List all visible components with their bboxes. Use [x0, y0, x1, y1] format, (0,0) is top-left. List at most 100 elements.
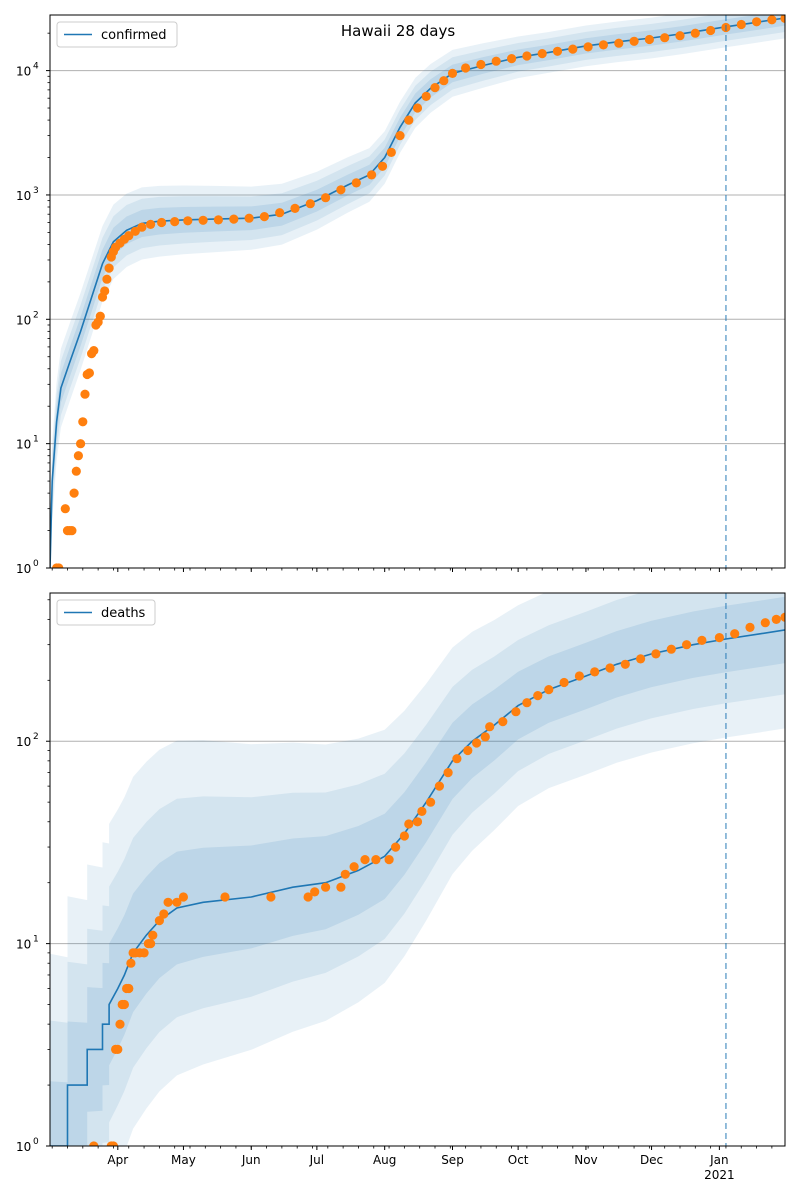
x-tick-label: May [171, 1153, 196, 1167]
observed-point [412, 817, 423, 827]
observed-point [336, 185, 346, 195]
observed-point [159, 909, 169, 919]
figure-title: Hawaii 28 days [341, 22, 455, 40]
plot-area [50, 15, 785, 568]
observed-point [480, 732, 490, 742]
x-tick-label: Oct [508, 1153, 529, 1167]
observed-point [78, 417, 88, 427]
y-tick-label-exp: 0 [33, 1137, 39, 1147]
observed-point [157, 217, 167, 228]
observed-point [340, 869, 350, 879]
observed-point [666, 644, 676, 654]
y-tick-label-exp: 0 [33, 559, 39, 569]
legend: confirmed [56, 21, 178, 48]
y-tick-label-exp: 1 [33, 435, 39, 445]
observed-point [491, 56, 501, 66]
observed-point [399, 831, 409, 841]
observed-point [146, 219, 156, 229]
observed-point [386, 147, 396, 157]
observed-point [220, 892, 230, 902]
observed-point [771, 614, 781, 625]
plot-area [50, 593, 785, 1146]
observed-point [76, 439, 86, 449]
observed-point [73, 451, 83, 461]
legend-box [56, 599, 156, 626]
legend-label: confirmed [101, 28, 167, 43]
observed-point [644, 34, 655, 45]
observed-point [461, 63, 471, 73]
y-tick-label-base: 10 [16, 65, 31, 79]
observed-point [752, 17, 762, 27]
observed-point [404, 819, 414, 829]
observed-point [690, 28, 700, 38]
observed-point [146, 939, 156, 949]
observed-point [629, 36, 639, 46]
observed-point [154, 916, 164, 926]
x-tick-label: Jul [309, 1153, 324, 1167]
observed-point [745, 622, 755, 633]
y-tick-label-base: 10 [16, 562, 31, 576]
observed-point [377, 161, 388, 171]
y-tick-label-exp: 2 [33, 732, 39, 742]
observed-point [412, 103, 423, 113]
observed-point [395, 131, 405, 141]
observed-point [244, 213, 254, 223]
observed-point [780, 15, 785, 23]
uncertainty-band [50, 593, 785, 1146]
observed-point [697, 635, 707, 646]
observed-point [447, 68, 458, 78]
x-tick-label: Dec [640, 1153, 663, 1167]
observed-point [170, 217, 180, 227]
observed-point [559, 677, 569, 688]
axes-frame [49, 14, 786, 569]
uncertainty-band [50, 596, 785, 1146]
observed-point [305, 199, 315, 209]
observed-point [675, 31, 685, 41]
observed-point [349, 862, 359, 872]
y-tick-label-exp: 4 [33, 62, 39, 72]
observed-point [590, 667, 600, 677]
observed-point [598, 40, 609, 50]
observed-point [417, 806, 427, 817]
observed-point [89, 1141, 99, 1146]
legend: deaths [56, 599, 156, 626]
observed-point [760, 618, 770, 628]
observed-point [371, 855, 381, 865]
y-tick-label-base: 10 [16, 438, 31, 452]
observed-point [498, 717, 508, 727]
observed-point [706, 25, 716, 36]
x-tick-label: Apr [107, 1153, 128, 1167]
observed-point [605, 663, 615, 673]
observed-point [80, 389, 90, 399]
observed-point [434, 781, 444, 791]
observed-point [472, 738, 482, 748]
observed-point [60, 504, 70, 514]
observed-point [421, 91, 431, 101]
observed-point [384, 855, 394, 865]
observed-point [614, 38, 624, 48]
observed-point [310, 887, 320, 897]
observed-point [119, 999, 129, 1010]
observed-point [463, 745, 473, 756]
observed-point [321, 882, 331, 892]
observed-point [537, 49, 547, 59]
legend-label: deaths [101, 606, 146, 621]
uncertainty-band [50, 15, 785, 568]
observed-point [115, 1019, 125, 1029]
observed-point [183, 216, 193, 226]
x-tick-label: Jan [709, 1153, 729, 1167]
observed-point [163, 897, 173, 907]
observed-point [476, 59, 486, 70]
observed-point [583, 42, 593, 52]
observed-point [507, 54, 517, 64]
observed-point [124, 983, 134, 994]
observed-point [113, 1044, 123, 1054]
x-tick-label: Sep [441, 1153, 464, 1167]
observed-point [636, 654, 646, 664]
observed-point [148, 930, 158, 940]
observed-point [351, 178, 361, 188]
observed-point [130, 226, 140, 236]
uncertainty-band [50, 593, 785, 1146]
